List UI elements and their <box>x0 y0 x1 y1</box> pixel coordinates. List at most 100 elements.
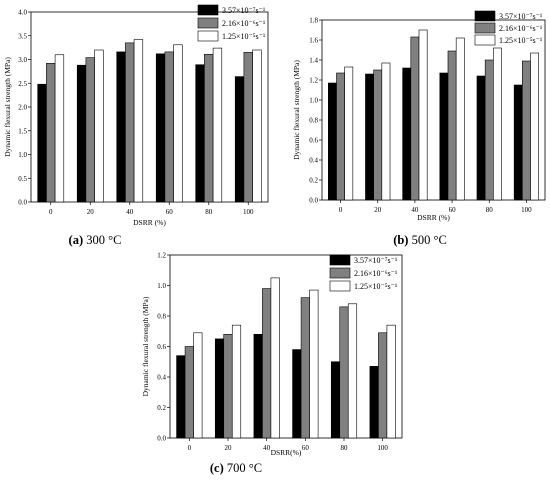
bar <box>365 73 374 201</box>
bar <box>328 82 337 201</box>
legend-swatch <box>329 280 351 292</box>
bar <box>455 37 465 201</box>
legend-swatch <box>329 267 351 279</box>
bar <box>231 324 242 439</box>
bar <box>493 47 502 201</box>
y-tick-label: 0.4 <box>157 374 166 382</box>
y-tick-label: 1.2 <box>309 77 318 85</box>
bar <box>234 76 245 203</box>
bar <box>373 69 383 201</box>
legend-label: 3.57×10⁻⁷s⁻¹ <box>222 6 266 15</box>
legend-label: 3.57×10⁻⁷s⁻¹ <box>499 12 543 21</box>
bar <box>410 36 420 201</box>
y-tick-label: 0.6 <box>309 137 318 145</box>
legend-label: 3.57×10⁻⁷s⁻¹ <box>354 256 398 265</box>
bar <box>418 29 428 201</box>
panel-caption-500c: (b) 500 °C <box>393 233 447 247</box>
bar <box>270 277 280 439</box>
x-tick-label: 60 <box>449 206 457 214</box>
bar <box>300 297 310 439</box>
bar <box>347 303 358 439</box>
bar <box>243 52 253 203</box>
y-tick-label: 3.0 <box>18 56 27 64</box>
legend-swatch <box>474 34 496 46</box>
bar <box>309 289 319 439</box>
y-tick-label: 0.6 <box>157 343 166 351</box>
bar <box>339 306 349 439</box>
bar <box>173 44 183 203</box>
y-tick-label: 1.0 <box>309 97 318 105</box>
y-tick-label: 0.0 <box>309 197 318 205</box>
x-tick-label: 40 <box>411 206 419 214</box>
x-tick-label: 100 <box>521 206 532 214</box>
bar <box>522 60 531 201</box>
x-tick-label: 40 <box>126 208 134 216</box>
panel-caption-300c: (a) 300 °C <box>69 233 122 247</box>
bar <box>85 57 95 203</box>
y-tick-label: 0.4 <box>309 157 318 165</box>
bar <box>195 64 205 203</box>
bar <box>204 53 214 203</box>
bar <box>76 64 87 203</box>
y-tick-label: 3.5 <box>18 32 27 40</box>
bar <box>386 324 396 439</box>
bar <box>476 75 486 201</box>
x-tick-label: 20 <box>225 444 233 452</box>
x-tick-label: 80 <box>341 444 349 452</box>
x-tick-label: 40 <box>263 444 271 452</box>
y-tick-label: 1.0 <box>157 282 166 290</box>
y-tick-label: 4.0 <box>18 9 27 17</box>
bar <box>184 346 194 439</box>
x-tick-label: 80 <box>205 208 213 216</box>
x-tick-label: 0 <box>49 208 53 216</box>
legend-label: 1.25×10⁻⁵s⁻¹ <box>499 36 543 45</box>
x-tick-label: 60 <box>302 444 310 452</box>
legend-label: 1.25×10⁻⁵s⁻¹ <box>222 32 266 41</box>
y-tick-label: 0.2 <box>309 177 318 185</box>
bar <box>330 361 341 439</box>
bar <box>369 366 379 439</box>
x-tick-label: 100 <box>377 444 388 452</box>
legend-label: 2.16×10⁻⁶s⁻¹ <box>499 24 543 33</box>
bar <box>484 59 494 201</box>
x-tick-label: 80 <box>486 206 494 214</box>
legend-label: 2.16×10⁻⁶s⁻¹ <box>354 269 398 278</box>
y-tick-label: 1.4 <box>309 57 318 65</box>
bar <box>193 332 203 439</box>
bar <box>125 42 135 203</box>
bar <box>447 50 457 201</box>
x-tick-label: 60 <box>166 208 174 216</box>
bar <box>252 49 262 203</box>
bar <box>402 67 412 201</box>
x-tick-label: 20 <box>87 208 95 216</box>
bar <box>439 72 449 201</box>
y-tick-label: 2.0 <box>18 104 27 112</box>
bar <box>164 51 174 203</box>
y-tick-label: 1.6 <box>309 37 318 45</box>
y-tick-label: 0.2 <box>157 404 166 412</box>
bar <box>133 39 144 203</box>
chart-panel-500c: (b) 500 °C 0.0 0.2 0.4 0.6 0.8 1.0 1.2 1.4 1.6 1.… <box>292 10 546 247</box>
bar <box>54 54 65 203</box>
bar <box>513 84 523 201</box>
y-tick-label: 0.5 <box>18 175 27 183</box>
x-tick-label: 0 <box>339 206 343 214</box>
y-tick-label: 1.2 <box>157 252 166 260</box>
legend-swatch <box>474 22 496 34</box>
plot-frame <box>321 19 546 201</box>
y-tick-label: 0.8 <box>157 313 166 321</box>
y-axis-label: Dynamic flexural strength (MPa) <box>141 296 150 396</box>
bar <box>116 51 126 203</box>
y-tick-label: 2.5 <box>18 80 27 88</box>
chart-panel-300c: (a) 300 °C 0.0 0.5 1.0 1.5 2.0 2.5 3.0 3.5 4.0 0 2… <box>3 4 269 247</box>
chart-panel-700c: (c) 700 °C 0.0 0.2 0.4 0.6 0.8 1.0 1.2 0 20 40 60 8… <box>141 252 403 475</box>
bar <box>212 47 223 203</box>
y-tick-label: 0.8 <box>309 117 318 125</box>
legend-swatch <box>329 254 351 266</box>
bar <box>37 83 47 203</box>
y-axis-label: Dynamic flexural strength (MPa) <box>3 57 12 157</box>
bar <box>176 355 186 439</box>
legend-swatch <box>474 10 496 22</box>
bar <box>378 332 388 439</box>
